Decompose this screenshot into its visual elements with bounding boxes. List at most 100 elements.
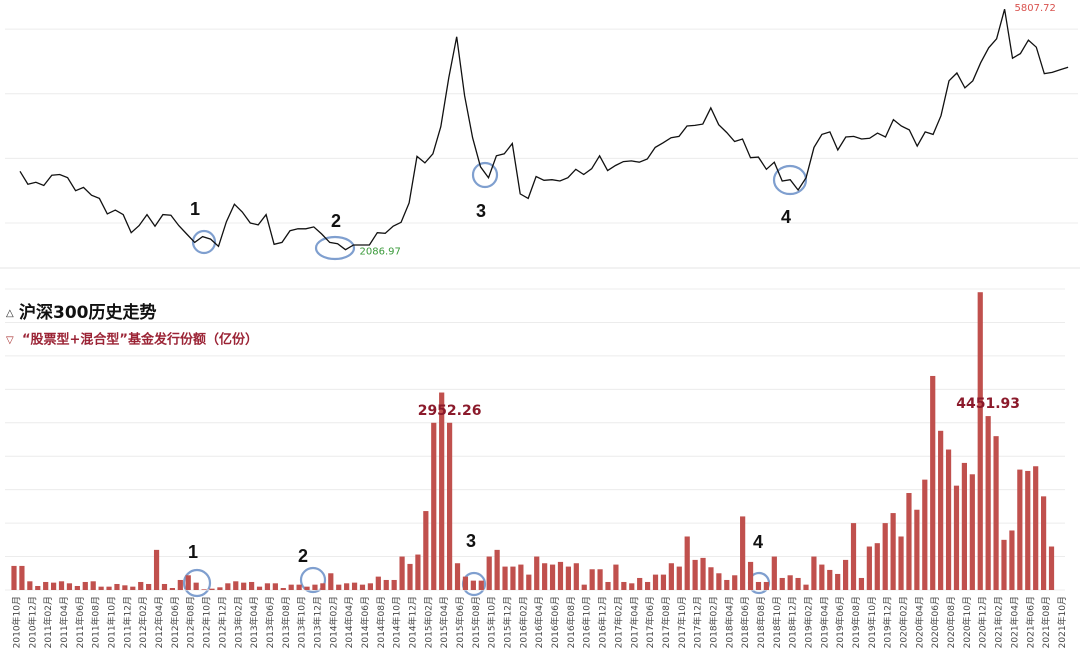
annotation: 2 (298, 546, 308, 566)
bar (549, 564, 556, 590)
x-tick-label: 2015年02月 (422, 596, 434, 648)
bar (439, 392, 445, 590)
bar (130, 586, 136, 590)
bar (740, 516, 746, 590)
bar (486, 556, 492, 590)
bar (201, 589, 207, 590)
bar (272, 583, 278, 590)
x-tick-label: 2014年02月 (327, 596, 339, 648)
x-tick-label: 2015年04月 (438, 596, 450, 648)
bar (827, 569, 833, 590)
x-tick-label: 2011年08月 (90, 596, 102, 648)
bar (724, 579, 730, 590)
bar (660, 574, 667, 590)
bar (19, 565, 25, 590)
x-tick-label: 2016年08月 (565, 596, 577, 648)
bar (415, 554, 421, 590)
bar (367, 583, 373, 590)
bar (835, 573, 841, 590)
x-tick-label: 2021年06月 (1024, 596, 1036, 648)
bar (645, 581, 651, 590)
bar (146, 583, 152, 590)
bar (613, 564, 619, 590)
x-tick-label: 2011年02月 (42, 596, 54, 648)
bar (676, 566, 682, 590)
bar (320, 583, 326, 590)
x-tick-label: 2018年02月 (707, 596, 719, 648)
x-tick-label: 2015年12月 (502, 596, 514, 648)
bar (993, 436, 999, 590)
bar (74, 585, 80, 590)
bar (716, 573, 722, 590)
bar (652, 574, 659, 590)
bar (850, 523, 857, 590)
highlight-circles (182, 161, 808, 598)
x-tick-label: 2016年04月 (533, 596, 545, 648)
x-tick-label: 2015年10月 (486, 596, 498, 648)
bar (684, 536, 690, 590)
x-tick-label: 2013年08月 (280, 596, 292, 648)
x-tick-label: 2018年10月 (771, 596, 783, 648)
bar (732, 575, 738, 590)
bar (866, 546, 872, 590)
bar (502, 566, 508, 590)
bar (922, 479, 928, 590)
x-tick-label: 2017年10月 (676, 596, 688, 648)
bar (431, 422, 437, 590)
x-tick-label: 2017年04月 (628, 596, 640, 648)
x-tick-label: 2018年04月 (723, 596, 735, 648)
x-tick-label: 2011年04月 (58, 596, 70, 648)
bar (557, 561, 564, 590)
bar (589, 569, 595, 590)
bar (637, 577, 643, 590)
bar (114, 583, 120, 590)
bar (795, 577, 801, 590)
bar (985, 416, 991, 590)
value-label: 2086.97 (360, 247, 401, 258)
x-tick-label: 2013年12月 (311, 596, 323, 648)
bar (755, 581, 762, 590)
bar (858, 577, 865, 590)
x-tick-label: 2019年04月 (818, 596, 830, 648)
x-tick-label: 2016年12月 (597, 596, 609, 648)
annotation: 1 (188, 542, 198, 562)
bar (185, 575, 191, 590)
annotation: 3 (476, 201, 486, 221)
bar (526, 574, 532, 590)
x-tick-label: 2021年04月 (1008, 596, 1020, 648)
x-tick-label: 2012年08月 (185, 596, 197, 648)
bar (621, 581, 627, 590)
x-tick-label: 2021年02月 (993, 596, 1005, 648)
bar (945, 449, 952, 590)
bar (597, 569, 603, 590)
bar (747, 561, 754, 590)
x-tick-label: 2019年10月 (866, 596, 878, 648)
x-tick-label: 2011年10月 (106, 596, 118, 648)
bar (1048, 546, 1055, 590)
bar (58, 581, 65, 590)
x-tick-label: 2012年06月 (169, 596, 181, 648)
bar (122, 585, 128, 590)
value-label: 4451.93 (956, 396, 1020, 412)
x-tick-label: 2021年08月 (1040, 596, 1052, 648)
x-tick-label: 2020年12月 (977, 596, 989, 648)
annotation: 4 (753, 532, 763, 552)
bar (1025, 470, 1031, 590)
x-tick-label: 2021年10月 (1056, 596, 1068, 648)
bar (478, 580, 484, 590)
bar (328, 573, 334, 590)
bar (605, 581, 611, 590)
annotation: 3 (466, 531, 476, 551)
bar (383, 579, 389, 590)
x-tick-label: 2013年02月 (232, 596, 244, 648)
x-tick-label: 2014年06月 (359, 596, 371, 648)
x-tick-label: 2010年10月 (11, 596, 23, 648)
bar (771, 556, 777, 590)
bar (106, 586, 112, 590)
bar (241, 582, 247, 590)
x-tick-label: 2020年10月 (961, 596, 973, 648)
legend-label: “股票型+混合型”基金发行份额（亿份） (22, 332, 258, 348)
bar (914, 509, 920, 590)
bar (542, 563, 548, 590)
bar (296, 584, 302, 590)
